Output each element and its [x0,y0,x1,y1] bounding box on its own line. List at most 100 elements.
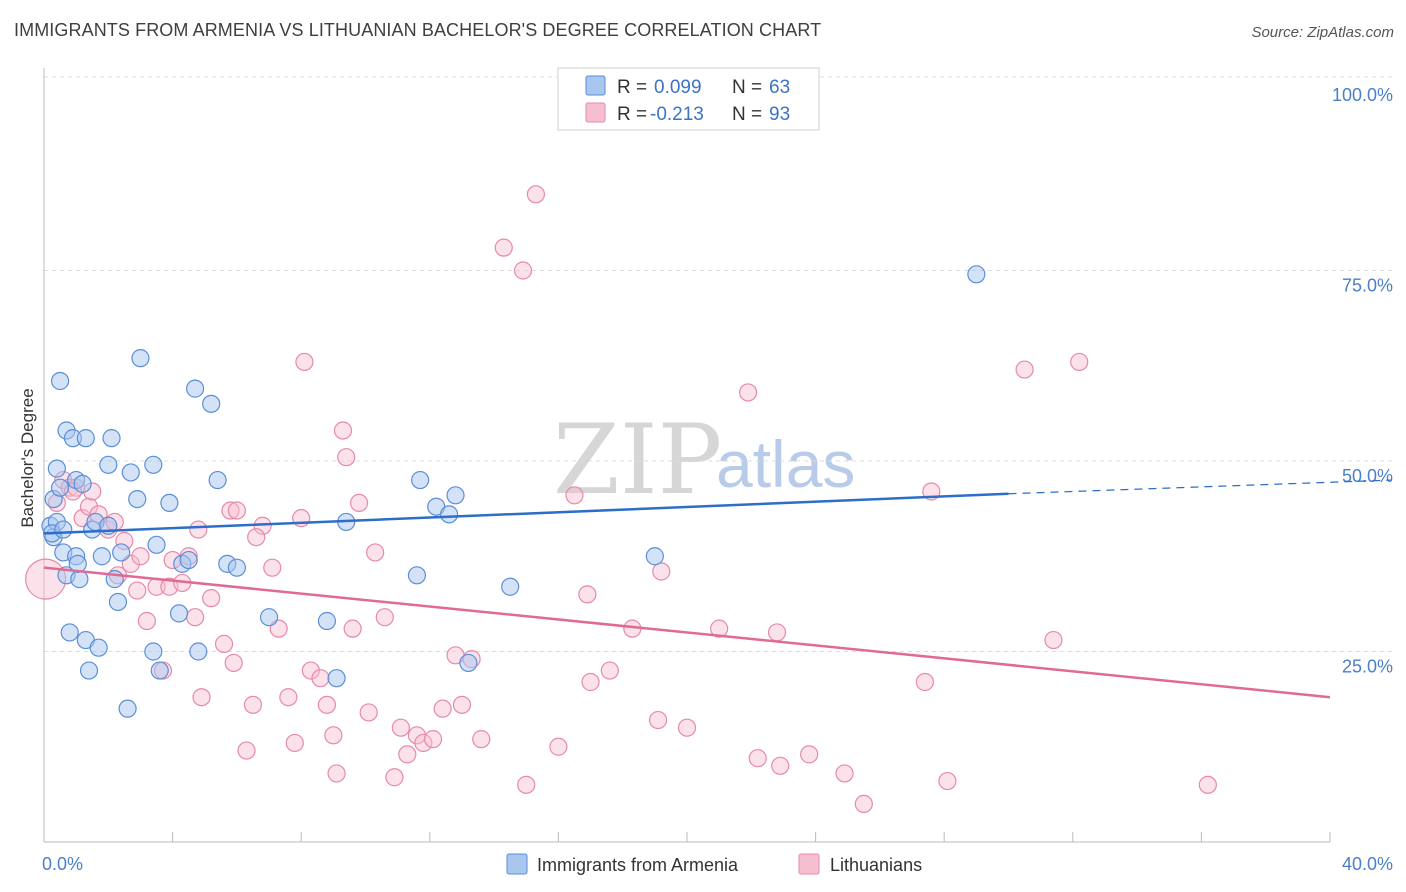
point-lithuanians [311,669,330,688]
trend-line-lithuanians [43,566,1331,699]
point-armenia [186,379,205,398]
point-lithuanians [227,501,246,520]
chart-source: Source: ZipAtlas.com [1251,24,1394,41]
point-lithuanians [295,352,314,372]
point-armenia [202,394,221,413]
x-tick-label-max: 40.0% [1342,854,1393,874]
point-lithuanians [317,695,337,714]
point-lithuanians [1070,352,1089,372]
point-armenia [73,474,92,493]
point-lithuanians [324,726,343,745]
point-lithuanians [128,581,147,600]
point-armenia [407,566,427,585]
point-lithuanians [131,547,150,566]
point-lithuanians [285,733,304,753]
point-armenia [147,535,166,554]
bottom-legend-swatch-pink [798,853,820,875]
point-armenia [446,486,465,505]
bottom-legend-swatch-blue [506,853,528,875]
legend-swatch-blue [585,75,606,96]
series-armenia [41,265,986,718]
point-lithuanians [677,718,697,737]
point-armenia [50,371,70,391]
point-lithuanians [771,756,790,775]
point-armenia [60,623,79,642]
point-lithuanians [738,383,758,402]
point-lithuanians [349,493,369,513]
legend-r-value-2: -0.213 [650,104,704,125]
point-armenia [102,429,121,448]
point-lithuanians [247,528,266,547]
point-armenia [131,349,150,368]
point-lithuanians [915,672,935,692]
point-lithuanians [800,745,819,764]
point-lithuanians [237,741,256,760]
x-tick-labels: 0.0% 40.0% [42,854,1393,874]
bottom-legend-label-lithuanians: Lithuanians [830,855,922,875]
point-armenia [144,642,163,661]
point-lithuanians [1044,630,1063,650]
point-armenia [47,459,66,478]
point-lithuanians [648,710,668,730]
point-armenia [99,455,118,474]
y-tick-label: 75.0% [1342,276,1393,296]
legend-r-label-2: R = [617,104,647,125]
y-tick-label: 50.0% [1342,466,1393,486]
point-lithuanians [767,623,787,642]
point-lithuanians [710,619,729,638]
point-lithuanians [938,771,957,791]
point-lithuanians [414,733,433,753]
legend-n-label-2: N = [732,104,762,125]
point-armenia [327,669,346,688]
point-lithuanians [835,764,854,783]
point-armenia [54,520,73,539]
legend: R = 0.099 N = 63 R = -0.213 N = 93 [557,67,820,131]
point-armenia [76,429,95,448]
point-lithuanians [202,589,221,608]
y-axis-label: Bachelor's Degree [18,388,37,527]
point-armenia [92,547,111,566]
y-tick-labels: 100.0% 75.0% 50.0% 25.0% [1332,85,1393,677]
point-armenia [160,493,179,513]
legend-r-label-1: R = [617,77,647,98]
x-tick-label-min: 0.0% [42,854,83,874]
point-lithuanians [189,520,208,539]
point-armenia [121,463,140,482]
point-lithuanians [186,608,205,627]
point-armenia [50,478,70,497]
y-tick-label: 100.0% [1332,85,1393,105]
point-lithuanians [581,672,600,692]
point-armenia [89,638,108,657]
point-lithuanians [192,688,211,707]
point-lithuanians [423,730,443,749]
point-armenia [645,547,664,566]
point-lithuanians [513,261,533,280]
point-lithuanians [327,764,346,783]
point-lithuanians [221,501,240,520]
point-armenia [317,611,337,631]
point-lithuanians [337,448,356,467]
axes [43,68,1330,843]
point-lithuanians [517,775,536,794]
point-lithuanians [391,718,410,737]
point-armenia [967,265,986,284]
point-lithuanians [224,653,243,673]
point-lithuanians [137,611,156,631]
point-lithuanians [452,695,472,714]
point-armenia [112,543,131,562]
point-armenia [227,558,246,577]
point-armenia [79,661,99,680]
point-armenia [70,570,89,589]
point-lithuanians [263,558,282,577]
point-lithuanians [301,661,320,680]
point-armenia [169,604,189,623]
point-lithuanians [1198,775,1217,794]
point-armenia [501,577,520,596]
trend-line-armenia-extension [1008,479,1393,495]
point-lithuanians [398,745,417,764]
point-lithuanians [214,634,234,653]
point-lithuanians [279,688,298,707]
point-armenia [459,653,478,673]
point-armenia [68,554,87,573]
